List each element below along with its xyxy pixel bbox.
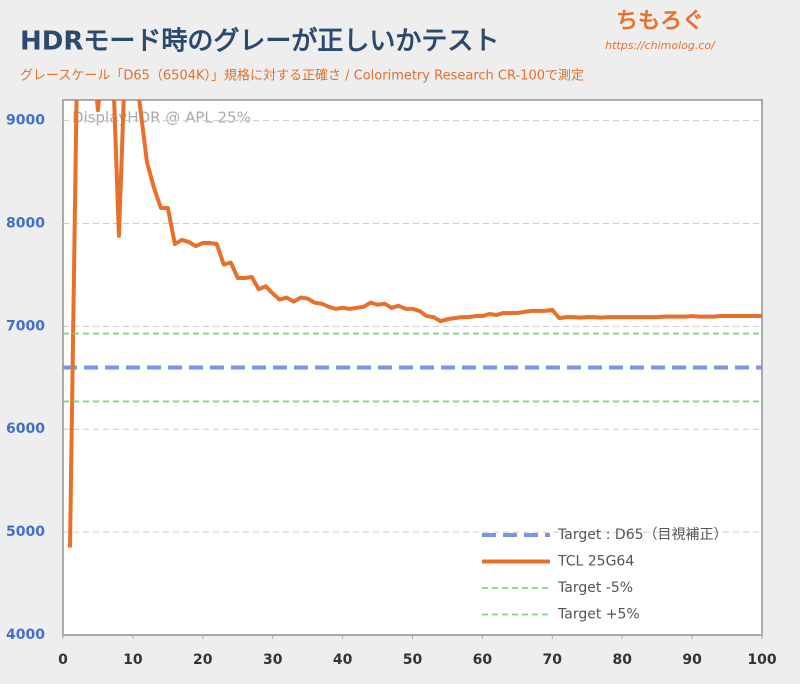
legend-label: TCL 25G64 — [557, 554, 634, 570]
y-tick-label: 8000 — [6, 215, 45, 231]
x-tick-label: 90 — [682, 652, 702, 668]
y-tick-label: 5000 — [6, 524, 45, 540]
legend-label: Target +5% — [557, 607, 640, 623]
brand: ちもろぐ — [616, 9, 704, 34]
y-tick-label: 9000 — [6, 113, 45, 129]
y-tick-label: 7000 — [6, 318, 45, 334]
line-series — [67, 100, 762, 548]
legend-label: Target : D65（目視補正） — [557, 527, 728, 543]
x-tick-label: 20 — [193, 652, 213, 668]
x-tick-label: 40 — [333, 652, 353, 668]
legend-label: Target -5% — [557, 580, 633, 596]
x-tick-label: 0 — [58, 652, 68, 668]
chart-title: HDRモード時のグレーが正しいかテスト — [20, 26, 499, 57]
brand-url: https://chimolog.co/ — [605, 39, 716, 52]
x-tick-label: 60 — [473, 652, 493, 668]
x-tick-label: 50 — [403, 652, 423, 668]
y-tick-label: 6000 — [6, 421, 45, 437]
series-group — [63, 100, 762, 548]
x-tick-label: 30 — [263, 652, 283, 668]
x-tick-label: 10 — [123, 652, 143, 668]
x-tick-label: 100 — [747, 652, 776, 668]
x-tick-label: 80 — [612, 652, 632, 668]
x-tick-label: 70 — [543, 652, 563, 668]
y-tick-label: 4000 — [6, 627, 45, 643]
chart-subtitle: グレースケール「D65（6504K）」規格に対する正確さ / Colorimet… — [20, 68, 584, 84]
